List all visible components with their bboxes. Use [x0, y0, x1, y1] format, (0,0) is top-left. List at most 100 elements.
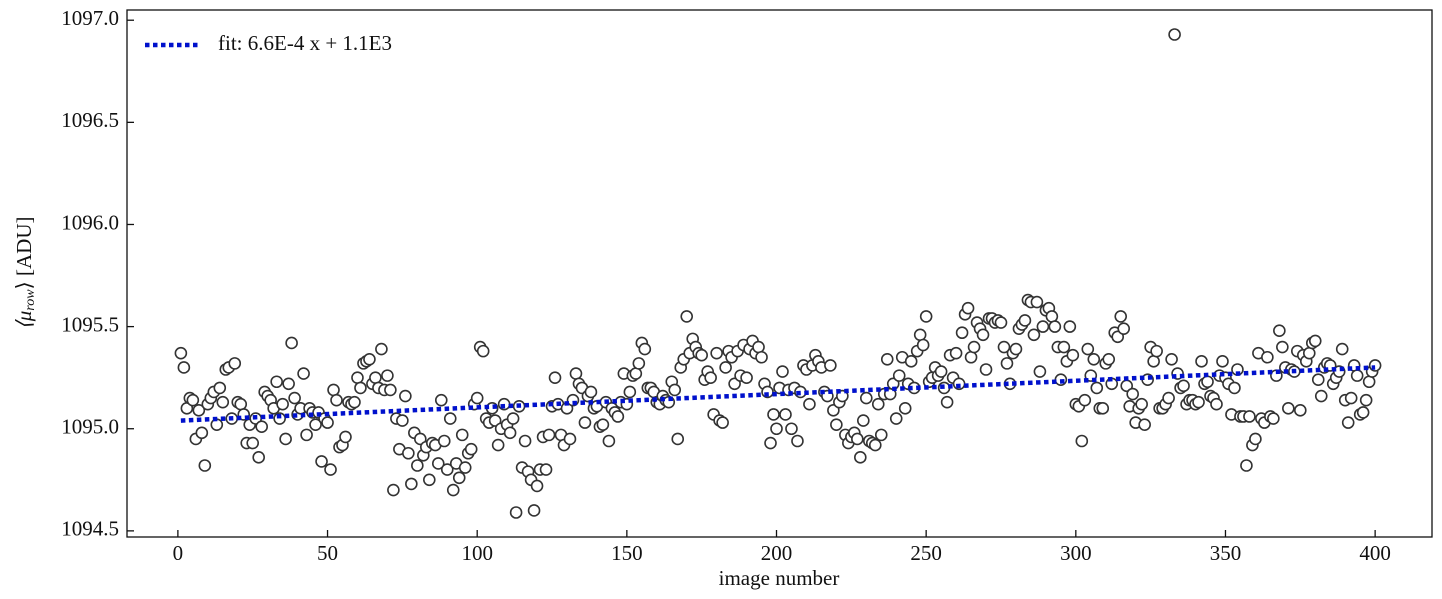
data-point	[1096, 402, 1110, 415]
data-point	[632, 357, 646, 370]
data-point	[1341, 416, 1355, 429]
data-point	[279, 432, 292, 446]
data-point	[1048, 320, 1062, 333]
data-point	[1018, 314, 1032, 327]
data-point	[1045, 310, 1059, 323]
data-point	[1009, 342, 1023, 356]
data-point	[354, 381, 367, 395]
data-point	[671, 432, 685, 446]
data-point	[728, 377, 741, 391]
data-point	[399, 389, 412, 403]
data-point	[949, 346, 963, 360]
data-point	[596, 418, 610, 431]
data-point	[1302, 346, 1316, 360]
data-point	[539, 463, 553, 476]
data-point	[476, 344, 490, 358]
data-point	[282, 377, 295, 391]
data-point	[276, 397, 289, 411]
data-point	[892, 369, 906, 382]
data-point	[940, 395, 954, 409]
data-point	[898, 402, 912, 415]
data-point	[919, 310, 933, 323]
data-point	[1243, 410, 1256, 423]
data-point	[288, 391, 301, 405]
data-point	[1311, 373, 1325, 387]
data-point	[327, 383, 340, 397]
x-tick-label: 50	[317, 541, 338, 565]
y-tick-label: 1096.0	[61, 210, 119, 234]
x-tick-label: 150	[611, 541, 643, 565]
data-point	[530, 479, 544, 493]
data-point	[623, 385, 637, 399]
data-point	[1036, 320, 1050, 333]
data-point	[518, 434, 532, 448]
data-point	[1114, 310, 1128, 323]
y-tick-label: 1096.5	[61, 108, 119, 132]
data-point	[889, 412, 903, 425]
y-label-sub: row	[23, 289, 38, 311]
data-point	[1192, 395, 1205, 409]
data-point	[1335, 342, 1349, 356]
data-point	[955, 326, 969, 340]
data-point	[695, 348, 708, 362]
data-point	[578, 416, 592, 429]
data-point	[503, 426, 517, 440]
data-point	[913, 328, 927, 342]
data-point	[569, 367, 583, 380]
data-point	[770, 422, 783, 436]
data-point	[668, 383, 682, 397]
data-point	[195, 426, 209, 440]
data-point	[458, 461, 472, 474]
data-point	[967, 340, 981, 354]
data-point	[1030, 295, 1044, 309]
data-point	[381, 369, 394, 382]
data-point	[611, 410, 625, 423]
data-point	[1228, 381, 1241, 395]
data-point	[994, 316, 1008, 329]
x-axis-label: image number	[719, 566, 840, 590]
data-point	[351, 371, 364, 384]
data-point	[1147, 355, 1160, 368]
data-point	[321, 416, 334, 429]
data-point	[1216, 355, 1229, 368]
data-point	[871, 397, 885, 411]
data-point	[638, 342, 652, 356]
data-point	[548, 371, 562, 384]
data-point	[309, 418, 322, 431]
data-point	[414, 432, 427, 446]
data-point	[527, 504, 541, 517]
data-point	[934, 365, 948, 378]
data-point	[860, 391, 873, 405]
data-point	[1138, 418, 1151, 431]
data-point	[1356, 406, 1370, 419]
data-point	[174, 346, 188, 360]
data-point	[1075, 434, 1089, 448]
data-point	[854, 451, 867, 464]
data-point	[411, 459, 424, 472]
data-point	[1210, 397, 1223, 411]
data-point	[752, 340, 765, 354]
data-point	[1308, 334, 1322, 348]
data-point	[491, 438, 505, 452]
data-point	[1168, 28, 1181, 41]
data-point	[446, 483, 460, 497]
data-point	[464, 442, 478, 456]
data-point	[824, 359, 837, 372]
data-point	[300, 428, 313, 442]
data-point	[252, 451, 265, 464]
data-point	[764, 436, 777, 450]
data-point	[997, 340, 1011, 354]
data-point	[584, 385, 598, 399]
data-point	[315, 455, 328, 468]
data-point	[402, 446, 415, 460]
data-point	[680, 310, 694, 323]
data-point	[198, 459, 212, 472]
data-point	[851, 432, 864, 446]
data-point	[297, 367, 310, 380]
data-point	[629, 367, 643, 380]
data-point	[857, 414, 870, 427]
data-point	[234, 397, 248, 411]
data-point	[506, 412, 520, 425]
data-point	[1063, 320, 1077, 333]
data-point	[1282, 402, 1295, 415]
